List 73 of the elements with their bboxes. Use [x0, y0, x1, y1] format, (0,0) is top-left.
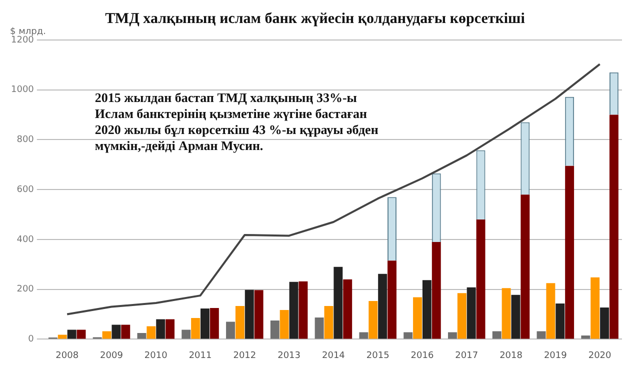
x-tick-label: 2012 — [233, 350, 256, 361]
bar — [235, 306, 244, 339]
y-tick-label: 0 — [28, 334, 34, 345]
x-tick-label: 2019 — [544, 350, 568, 361]
x-tick-label: 2018 — [500, 350, 523, 361]
y-tick-label: 600 — [16, 184, 34, 195]
chart-title: ТМД халқының ислам банк жүйесін қолданудағы көрсеткіші — [105, 10, 525, 27]
x-tick-label: 2011 — [188, 350, 212, 361]
bar — [466, 287, 476, 339]
y-tick-label: 200 — [16, 284, 34, 295]
bar — [565, 166, 574, 339]
x-tick-label: 2015 — [366, 350, 390, 361]
bar — [200, 308, 210, 339]
bar — [432, 242, 441, 339]
bar — [102, 331, 112, 339]
x-tick-label: 2013 — [278, 350, 301, 361]
bar — [280, 310, 289, 339]
bar — [600, 308, 609, 339]
bar — [182, 330, 191, 339]
bar — [359, 332, 368, 339]
bar — [244, 290, 254, 339]
bar — [511, 294, 520, 339]
bar — [191, 318, 200, 339]
bar — [112, 324, 121, 339]
bar — [314, 318, 324, 339]
bar — [581, 335, 590, 339]
bar — [556, 304, 565, 339]
x-tick-label: 2014 — [322, 350, 346, 361]
bar — [226, 322, 235, 339]
bar — [388, 260, 396, 339]
bar — [210, 308, 219, 339]
bar — [492, 331, 502, 339]
bar — [254, 290, 264, 339]
bar — [404, 332, 413, 339]
bar — [137, 332, 146, 339]
bar — [502, 288, 511, 339]
bar — [58, 334, 67, 339]
y-tick-label: 800 — [16, 135, 34, 146]
x-tick-label: 2017 — [455, 350, 478, 361]
bar — [368, 301, 378, 339]
x-tick-label: 2010 — [144, 350, 168, 361]
y-axis-title: $ млрд. — [10, 27, 46, 37]
bar — [520, 194, 530, 339]
bar — [536, 331, 546, 339]
bar — [76, 330, 86, 339]
bar — [67, 330, 76, 339]
bar — [343, 279, 352, 339]
bar — [422, 280, 432, 339]
y-tick-label: 1200 — [11, 35, 34, 46]
x-tick-label: 2009 — [100, 350, 124, 361]
bar — [378, 274, 388, 339]
y-tick-label: 400 — [16, 234, 34, 245]
bar — [609, 114, 618, 339]
annotation: 2015 жылдан бастап ТМД халқының 33%-ы Ислам банктерінің қызметіне жүгіне бастаған 2020 жылы бұл көрсеткіш 43 %-ы құрауы әбден мүмкін,-дейді Арман Мусин. — [94, 90, 379, 153]
bar — [270, 320, 280, 339]
bar — [298, 281, 308, 339]
bar — [448, 332, 457, 339]
bar — [590, 277, 600, 339]
bar — [146, 326, 156, 339]
bar — [476, 220, 486, 339]
bar — [457, 293, 466, 339]
bar — [546, 283, 556, 339]
bar — [324, 306, 334, 339]
bar — [166, 319, 175, 339]
bar — [334, 266, 343, 339]
bar — [413, 297, 422, 339]
bar — [156, 319, 166, 339]
x-tick-label: 2008 — [56, 350, 79, 361]
x-tick-label: 2016 — [410, 350, 434, 361]
bar — [121, 324, 130, 339]
y-tick-label: 1000 — [11, 85, 34, 96]
x-tick-label: 2020 — [588, 350, 612, 361]
bar — [289, 282, 298, 339]
